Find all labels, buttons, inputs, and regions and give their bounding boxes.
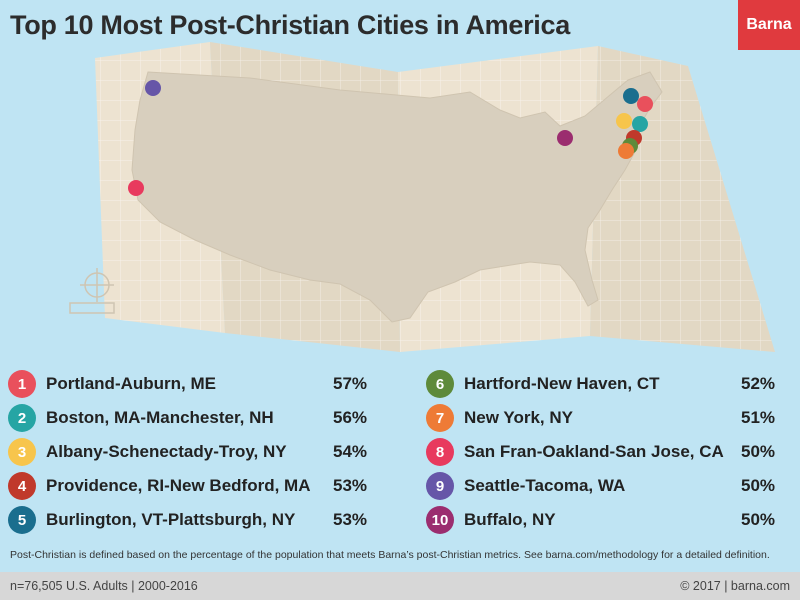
rank-badge: 6 (426, 370, 454, 398)
map-marker-5 (623, 88, 639, 104)
rank-badge: 3 (8, 438, 36, 466)
list-item: 5 Burlington, VT-Plattsburgh, NY (8, 505, 295, 535)
city-name: Providence, RI-New Bedford, MA (46, 476, 311, 495)
chart-title: Top 10 Most Post-Christian Cities in Ame… (10, 10, 570, 40)
rank-badge: 10 (426, 506, 454, 534)
footer-bar: n=76,505 U.S. Adults | 2000-2016 © 2017 … (0, 572, 800, 600)
list-item: 8 San Fran-Oakland-San Jose, CA (426, 437, 724, 467)
rank-badge: 4 (8, 472, 36, 500)
sample-size: n=76,505 U.S. Adults | 2000-2016 (10, 579, 198, 593)
map-marker-1 (637, 96, 653, 112)
city-name: San Fran-Oakland-San Jose, CA (464, 442, 724, 461)
percent-value: 51% (741, 408, 776, 427)
list-item: 7 New York, NY (426, 403, 573, 433)
city-name: Buffalo, NY (464, 510, 556, 529)
footnote: Post-Christian is defined based on the p… (10, 549, 770, 561)
rank-badge: 2 (8, 404, 36, 432)
copyright: © 2017 | barna.com (680, 579, 790, 593)
rank-badge: 1 (8, 370, 36, 398)
rank-badge: 8 (426, 438, 454, 466)
percent-value: 53% (333, 476, 368, 495)
list-item: 10 Buffalo, NY (426, 505, 556, 535)
city-name: Hartford-New Haven, CT (464, 374, 660, 393)
us-silhouette (131, 71, 663, 323)
us-folded-map (69, 42, 775, 352)
list-item: 2 Boston, MA-Manchester, NH (8, 403, 274, 433)
map-marker-7 (618, 143, 634, 159)
list-item: 9 Seattle-Tacoma, WA (426, 471, 625, 501)
city-name: New York, NY (464, 408, 573, 427)
list-item: 6 Hartford-New Haven, CT (426, 369, 660, 399)
city-name: Portland-Auburn, ME (46, 374, 216, 393)
rank-badge: 9 (426, 472, 454, 500)
percent-value: 56% (333, 408, 368, 427)
list-item: 3 Albany-Schenectady-Troy, NY (8, 437, 287, 467)
city-name: Boston, MA-Manchester, NH (46, 408, 274, 427)
percent-value: 52% (741, 374, 776, 393)
percent-value: 50% (741, 510, 776, 529)
map-marker-3 (616, 113, 632, 129)
percent-value: 57% (333, 374, 368, 393)
city-name: Seattle-Tacoma, WA (464, 476, 626, 495)
map-marker-2 (632, 116, 648, 132)
city-name: Burlington, VT-Plattsburgh, NY (46, 510, 296, 529)
rank-badge: 5 (8, 506, 36, 534)
city-name: Albany-Schenectady-Troy, NY (46, 442, 287, 461)
percent-value: 54% (333, 442, 368, 461)
list-item: 4 Providence, RI-New Bedford, MA (8, 471, 310, 501)
percent-value: 50% (741, 442, 776, 461)
barna-logo: Barna (738, 0, 800, 50)
map-marker-10 (557, 130, 573, 146)
rank-badge: 7 (426, 404, 454, 432)
list-item: 1 Portland-Auburn, ME (8, 369, 216, 399)
map-marker-8 (128, 180, 144, 196)
map-marker-9 (145, 80, 161, 96)
percent-value: 53% (333, 510, 368, 529)
percent-value: 50% (741, 476, 776, 495)
